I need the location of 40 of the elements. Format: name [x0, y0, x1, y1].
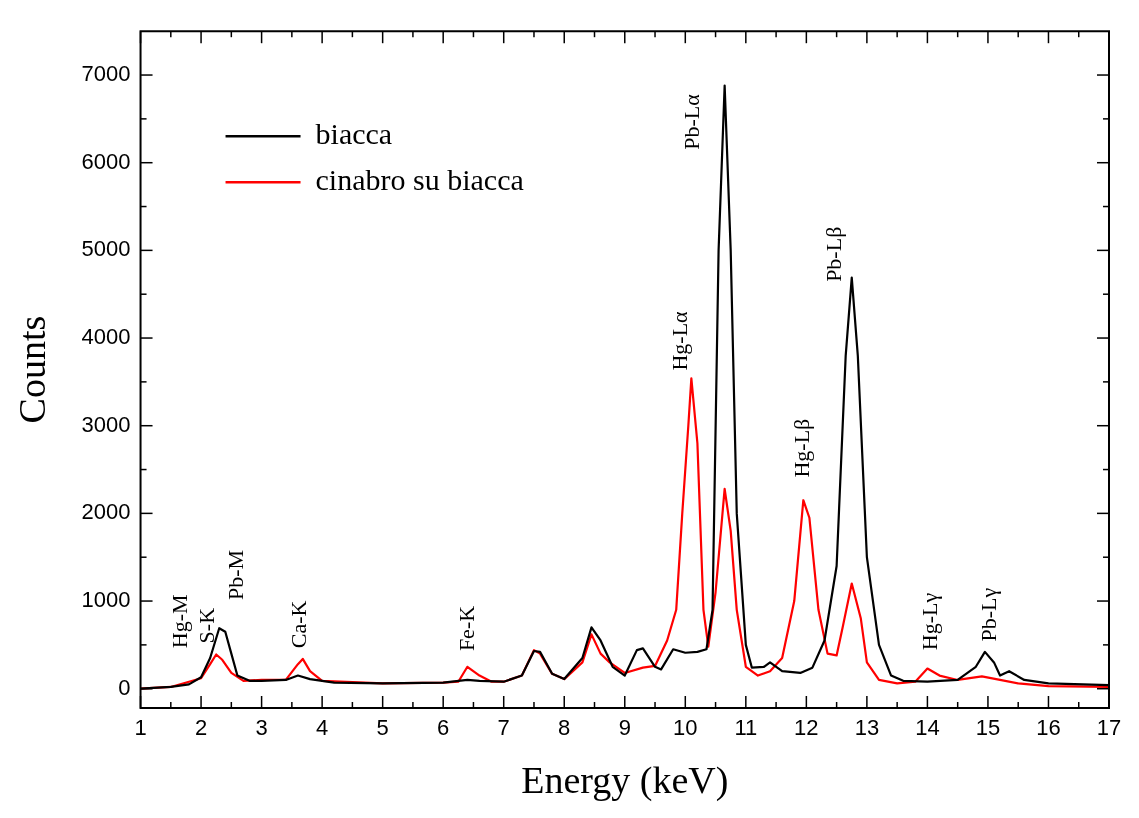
x-tick-label: 3 [255, 715, 268, 741]
y-tick-label: 3000 [81, 411, 131, 437]
annotation: Hg-Lβ [788, 418, 814, 478]
x-tick-label: 9 [618, 715, 631, 741]
x-axis-title: Energy (keV) [521, 759, 729, 803]
y-tick-label: 4000 [81, 324, 131, 350]
y-tick-label: 7000 [81, 61, 131, 87]
annotation: Pb-Lβ [820, 226, 846, 282]
x-tick-label: 16 [1036, 715, 1061, 741]
x-tick-label: 10 [673, 715, 698, 741]
x-tick-label: 8 [558, 715, 571, 741]
x-tick-label: 5 [376, 715, 389, 741]
x-tick-label: 17 [1096, 715, 1122, 741]
annotation: Pb-Lγ [976, 587, 1002, 642]
x-tick-label: 7 [497, 715, 510, 741]
x-tick-label: 11 [734, 715, 758, 741]
legend-label: cinabro su biacca [315, 163, 524, 197]
x-tick-label: 1 [134, 715, 147, 741]
x-tick-label: 15 [975, 715, 1001, 741]
annotation: Ca-K [285, 600, 311, 649]
annotation: Fe-K [453, 605, 479, 652]
y-tick-label: 1000 [81, 587, 131, 613]
x-tick-label: 6 [437, 715, 450, 741]
annotation: Hg-M [166, 594, 192, 649]
legend-label: biacca [315, 117, 393, 151]
y-tick-label: 2000 [81, 499, 131, 525]
y-axis-title: Counts [10, 315, 53, 424]
x-tick-label: 12 [794, 715, 819, 741]
annotation: Pb-M [222, 549, 248, 601]
y-tick-label: 0 [118, 674, 131, 700]
annotation: Pb-Lα [679, 93, 704, 150]
x-tick-label: 2 [194, 715, 208, 741]
x-tick-label: 14 [915, 715, 940, 741]
annotation: Hg-Lα [666, 310, 692, 371]
x-tick-label: 4 [316, 715, 329, 741]
y-tick-label: 5000 [81, 236, 131, 262]
x-tick-label: 13 [854, 715, 880, 741]
annotation: S-K [194, 607, 220, 644]
annotation: Hg-Lγ [917, 592, 943, 651]
y-tick-label: 6000 [81, 148, 131, 174]
